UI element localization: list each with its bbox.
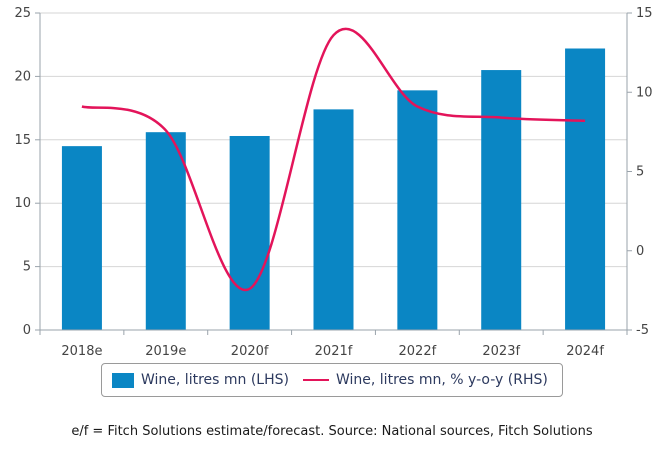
x-tick-label: 2019e: [145, 344, 186, 359]
y-left-tick-label: 10: [14, 196, 31, 211]
yoy-line: [81, 27, 586, 292]
x-tick-label: 2023f: [482, 344, 520, 359]
combo-chart: 0 5 10 15 20 25 -5 0 5 10 15 2018e 2019e 2020f 2021f 20…: [14, 6, 652, 359]
x-tick-label: 2024f: [566, 344, 604, 359]
legend-item-line: Wine, litres mn, % y-o-y (RHS): [302, 372, 548, 388]
x-tick-label: 2020f: [231, 344, 269, 359]
y-right-tick-label: -5: [636, 323, 649, 338]
legend-line-swatch: [302, 379, 329, 381]
legend-item-bar: Wine, litres mn (LHS): [112, 372, 289, 388]
tick-labels: 0 5 10 15 20 25 -5 0 5 10 15 2018e 2019e 2020f 2021f 20…: [14, 6, 652, 359]
y-left-tick-label: 5: [23, 260, 31, 275]
x-tick-label: 2021f: [315, 344, 353, 359]
bar: [145, 132, 186, 330]
bar: [397, 90, 438, 331]
y-right-tick-label: 10: [636, 85, 653, 100]
bar: [565, 48, 606, 331]
bar: [61, 146, 102, 330]
y-left-tick-label: 15: [14, 133, 31, 148]
y-right-tick-label: 0: [636, 244, 644, 259]
y-left-tick-label: 25: [14, 6, 31, 21]
bar: [313, 109, 354, 330]
x-tick-label: 2018e: [61, 344, 102, 359]
bar: [229, 135, 270, 330]
bar-series: [61, 48, 606, 331]
legend-bar-swatch: [112, 372, 134, 388]
legend: Wine, litres mn (LHS) Wine, litres mn, %…: [101, 363, 563, 397]
line-series: [81, 27, 586, 292]
legend-line-label: Wine, litres mn, % y-o-y (RHS): [335, 372, 548, 388]
bar: [481, 70, 522, 330]
footnote: e/f = Fitch Solutions estimate/forecast.…: [71, 424, 593, 439]
x-tick-label: 2022f: [399, 344, 437, 359]
y-right-tick-label: 15: [636, 6, 653, 21]
legend-bar-label: Wine, litres mn (LHS): [141, 372, 289, 388]
y-right-tick-label: 5: [636, 165, 644, 180]
y-left-tick-label: 20: [14, 69, 31, 84]
axes: [35, 12, 632, 335]
y-left-tick-label: 0: [23, 323, 31, 338]
